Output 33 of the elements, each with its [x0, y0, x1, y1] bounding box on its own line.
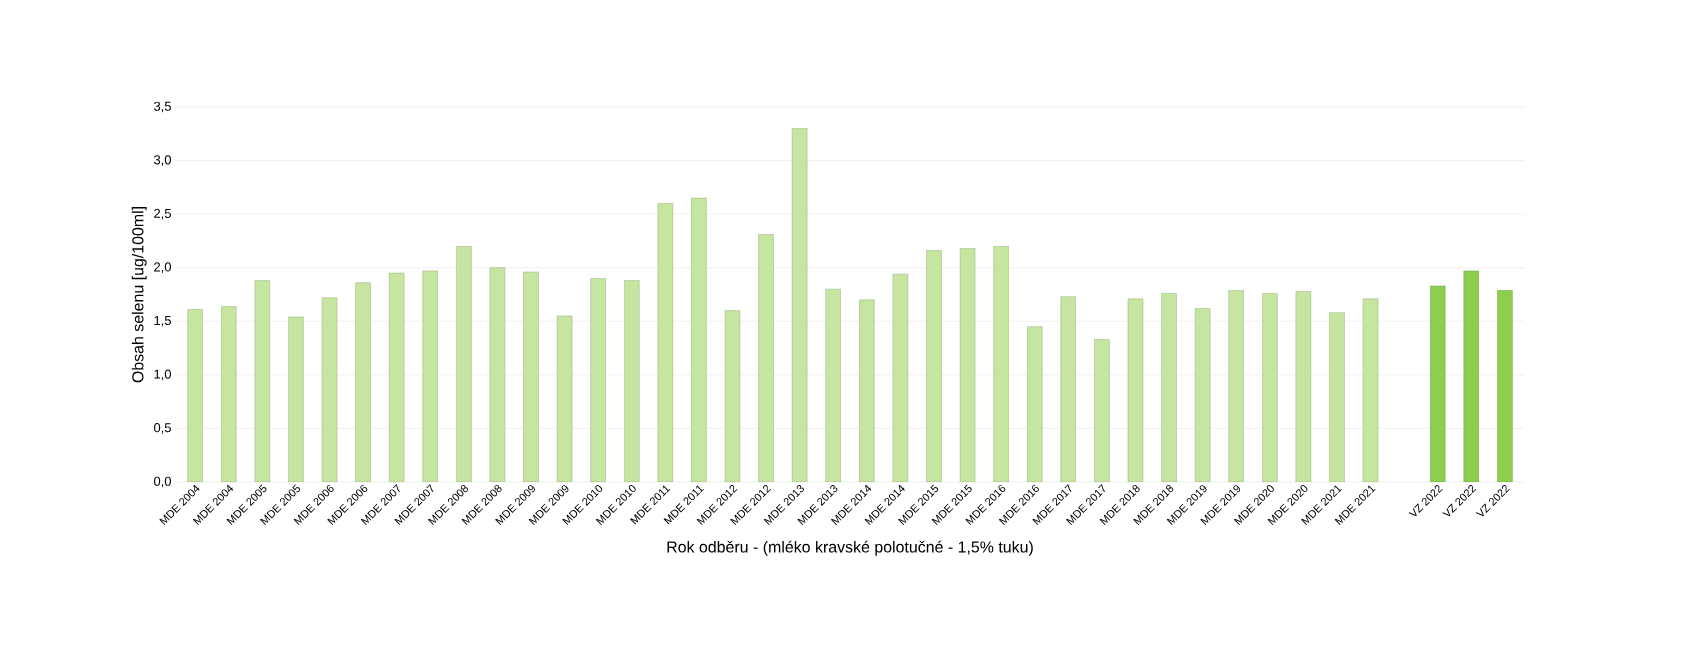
bar [1094, 339, 1110, 482]
bar [456, 246, 472, 482]
bar [1228, 290, 1244, 482]
y-tick-label: 2,5 [154, 208, 171, 220]
bar [993, 246, 1009, 482]
bar [288, 316, 304, 482]
bar [1161, 293, 1177, 482]
bar [859, 299, 875, 482]
bar [1027, 326, 1043, 482]
y-tick-label: 3,5 [153, 101, 171, 113]
y-axis-title: Obsah selenu [ug/100ml] [131, 207, 147, 383]
bar [590, 278, 606, 482]
y-tick-label: 2,0 [154, 262, 171, 274]
bar [355, 282, 371, 482]
bar [523, 271, 539, 482]
bar [1463, 270, 1479, 482]
bar [1329, 312, 1345, 482]
bar [1060, 296, 1077, 482]
bar [1430, 285, 1446, 482]
bar [221, 306, 237, 482]
bar [624, 280, 640, 482]
bar [422, 270, 438, 482]
y-tick-label: 1,5 [154, 315, 171, 327]
y-tick-label: 0,0 [153, 476, 171, 488]
x-axis-title: Rok odběru - (mléko kravské polotučné - 1,5% tuku) [667, 540, 1033, 556]
bar [1262, 293, 1278, 482]
bar [758, 234, 774, 482]
y-tick-label: 0,5 [153, 423, 171, 434]
y-tick-label: 3,0 [153, 155, 171, 166]
bar [187, 309, 203, 482]
bar [926, 250, 942, 482]
bar [1497, 290, 1513, 482]
y-tick-label: 1,0 [154, 369, 171, 381]
